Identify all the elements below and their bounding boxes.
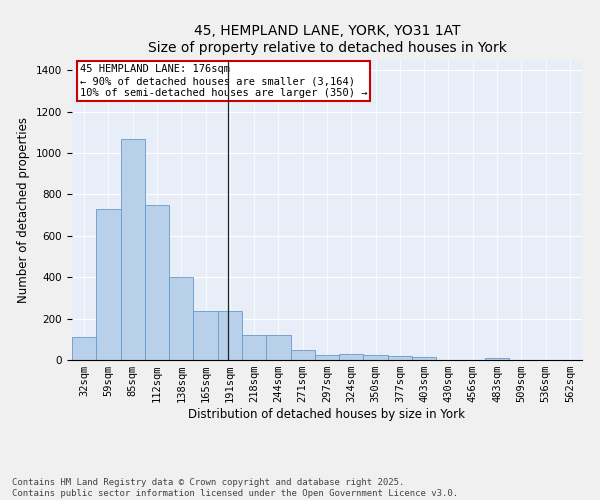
Bar [266, 335, 290, 360]
Bar [218, 311, 242, 360]
Bar [145, 205, 169, 360]
Bar [96, 209, 121, 360]
Bar [339, 354, 364, 360]
Text: 45 HEMPLAND LANE: 176sqm
← 90% of detached houses are smaller (3,164)
10% of sem: 45 HEMPLAND LANE: 176sqm ← 90% of detach… [80, 64, 367, 98]
Bar [72, 337, 96, 360]
Bar [121, 138, 145, 360]
Title: 45, HEMPLAND LANE, YORK, YO31 1AT
Size of property relative to detached houses i: 45, HEMPLAND LANE, YORK, YO31 1AT Size o… [148, 24, 506, 54]
Bar [315, 355, 339, 360]
Bar [193, 311, 218, 360]
X-axis label: Distribution of detached houses by size in York: Distribution of detached houses by size … [188, 408, 466, 421]
Bar [388, 356, 412, 360]
Bar [485, 358, 509, 360]
Bar [242, 335, 266, 360]
Y-axis label: Number of detached properties: Number of detached properties [17, 117, 31, 303]
Text: Contains HM Land Registry data © Crown copyright and database right 2025.
Contai: Contains HM Land Registry data © Crown c… [12, 478, 458, 498]
Bar [412, 357, 436, 360]
Bar [364, 356, 388, 360]
Bar [290, 350, 315, 360]
Bar [169, 277, 193, 360]
